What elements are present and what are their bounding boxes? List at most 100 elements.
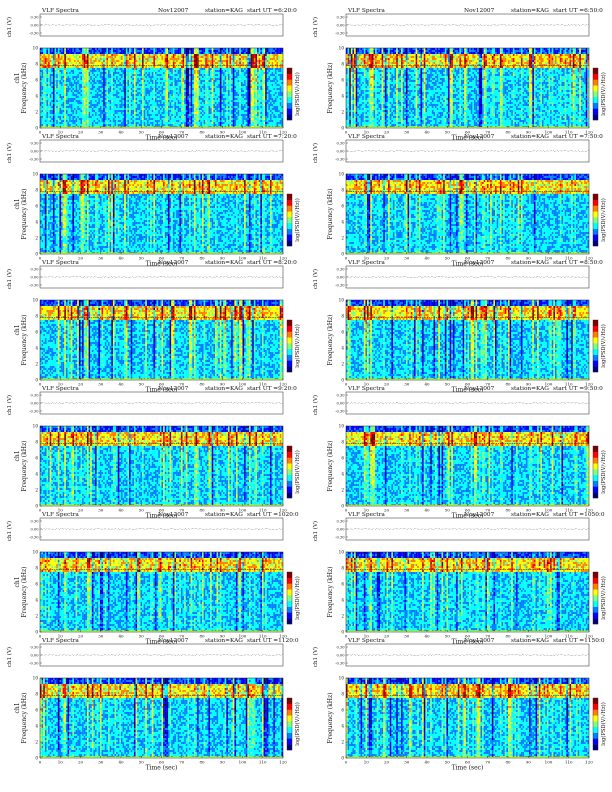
colorbar-segment [287,727,292,733]
title-start: start UT =6:50:0 [553,8,603,14]
colorbar-segment [287,223,292,229]
colorbar-segment [287,97,292,103]
top-ytick-label: 0.00 [30,150,39,154]
spectrogram-panel: VLF Spectra Nov12007 station=KAG start UT =… [0,130,306,260]
colorbar [593,194,598,246]
colorbar-segment [593,710,598,716]
ytick-label: 2 [341,614,344,619]
top-ytick-label: -0.30 [335,410,345,414]
top-ylabel: ch1 (V) [312,143,319,163]
xtick-label: 0 [39,760,42,765]
ytick-label: 4 [341,346,344,351]
colorbar-segment [287,366,292,372]
colorbar-segment [287,698,292,704]
colorbar-segment [593,698,598,704]
top-ytick-label: 0.30 [30,142,39,146]
title-station: station=KAG [205,638,243,644]
title-date: Nov12007 [464,8,495,14]
ytick-label: 6 [35,330,38,335]
colorbar-segment [593,486,598,492]
colorbar-segment [593,103,598,109]
ytick-label: 4 [341,472,344,477]
colorbar-segment [287,595,292,601]
title-date: Nov12007 [464,134,495,140]
top-ytick-label: -0.30 [335,536,345,540]
colorbar-segment [593,572,598,578]
colorbar-segment [287,475,292,481]
spectrogram-area [346,552,589,632]
ylabel-frequency: Frequency (kHz) [327,692,334,743]
colorbar-segment [593,211,598,217]
colorbar-label: log(PSD(V/√Hz)) [294,702,301,745]
colorbar-segment [287,332,292,338]
spectrogram-area [40,300,283,380]
title-left: VLF Spectra [347,134,385,140]
top-ylabel: ch1 (V) [6,395,13,415]
title-station: station=KAG [205,260,243,266]
xtick-label: 40 [118,760,124,765]
ytick-label: 4 [35,472,38,477]
colorbar-segment [593,607,598,613]
colorbar [593,446,598,498]
colorbar-segment [593,360,598,366]
colorbar-segment [593,108,598,114]
colorbar-segment [287,492,292,498]
ylabel-channel: ch1 [14,702,21,713]
colorbar-segment [287,85,292,91]
colorbar [287,572,292,624]
spectrogram-area [346,426,589,506]
title-date: Nov12007 [464,512,495,518]
colorbar-label: log(PSD(V/√Hz)) [600,324,607,367]
top-ylabel: ch1 (V) [312,395,319,415]
panel-svg: VLF Spectra Nov12007 station=KAG start UT =… [0,382,306,512]
title-left: VLF Spectra [347,512,385,518]
spectrogram-area [40,426,283,506]
ytick-label: 4 [35,94,38,99]
xtick-label: 110 [259,760,267,765]
xtick-label: 0 [345,760,348,765]
colorbar-segment [287,229,292,235]
ytick-label: 6 [35,204,38,209]
colorbar-segment [593,601,598,607]
ytick-label: 4 [341,94,344,99]
xtick-label: 70 [485,760,491,765]
xtick-label: 30 [404,760,410,765]
title-station: station=KAG [511,260,549,266]
panel-svg: VLF Spectra Nov12007 station=KAG start UT =… [306,508,612,638]
top-ylabel: ch1 (V) [6,143,13,163]
ytick-label: 6 [341,204,344,209]
colorbar-segment [287,194,292,200]
top-ytick-label: 0.30 [336,142,345,146]
colorbar-segment [593,234,598,240]
colorbar-segment [593,240,598,246]
title-left: VLF Spectra [347,638,385,644]
title-station: station=KAG [205,8,243,14]
colorbar-segment [287,343,292,349]
ylabel-frequency: Frequency (kHz) [21,440,28,491]
colorbar-segment [593,727,598,733]
ylabel-channel: ch1 [14,198,21,209]
colorbar-segment [593,80,598,86]
ytick-label: 10 [339,46,345,51]
colorbar-segment [287,452,292,458]
colorbar-segment [287,715,292,721]
ytick-label: 10 [339,298,345,303]
top-ytick-label: 0.00 [336,654,345,658]
colorbar-segment [287,607,292,613]
colorbar-segment [593,578,598,584]
title-start: start UT =1120:0 [247,638,299,644]
colorbar-segment [593,366,598,372]
panel-svg: VLF Spectra Nov12007 station=KAG start UT =… [0,508,306,638]
top-ytick-label: 0.30 [336,646,345,650]
title-start: start UT =8:20:0 [247,260,297,266]
top-ytick-label: 0.30 [30,520,39,524]
title-station: station=KAG [511,386,549,392]
colorbar [287,698,292,750]
colorbar-label: log(PSD(V/√Hz)) [294,450,301,493]
ytick-label: 6 [35,78,38,83]
ytick-label: 2 [35,488,38,493]
xtick-label: 50 [139,760,145,765]
title-left: VLF Spectra [41,8,79,14]
colorbar-segment [287,738,292,744]
title-start: start UT =1150:0 [553,638,605,644]
